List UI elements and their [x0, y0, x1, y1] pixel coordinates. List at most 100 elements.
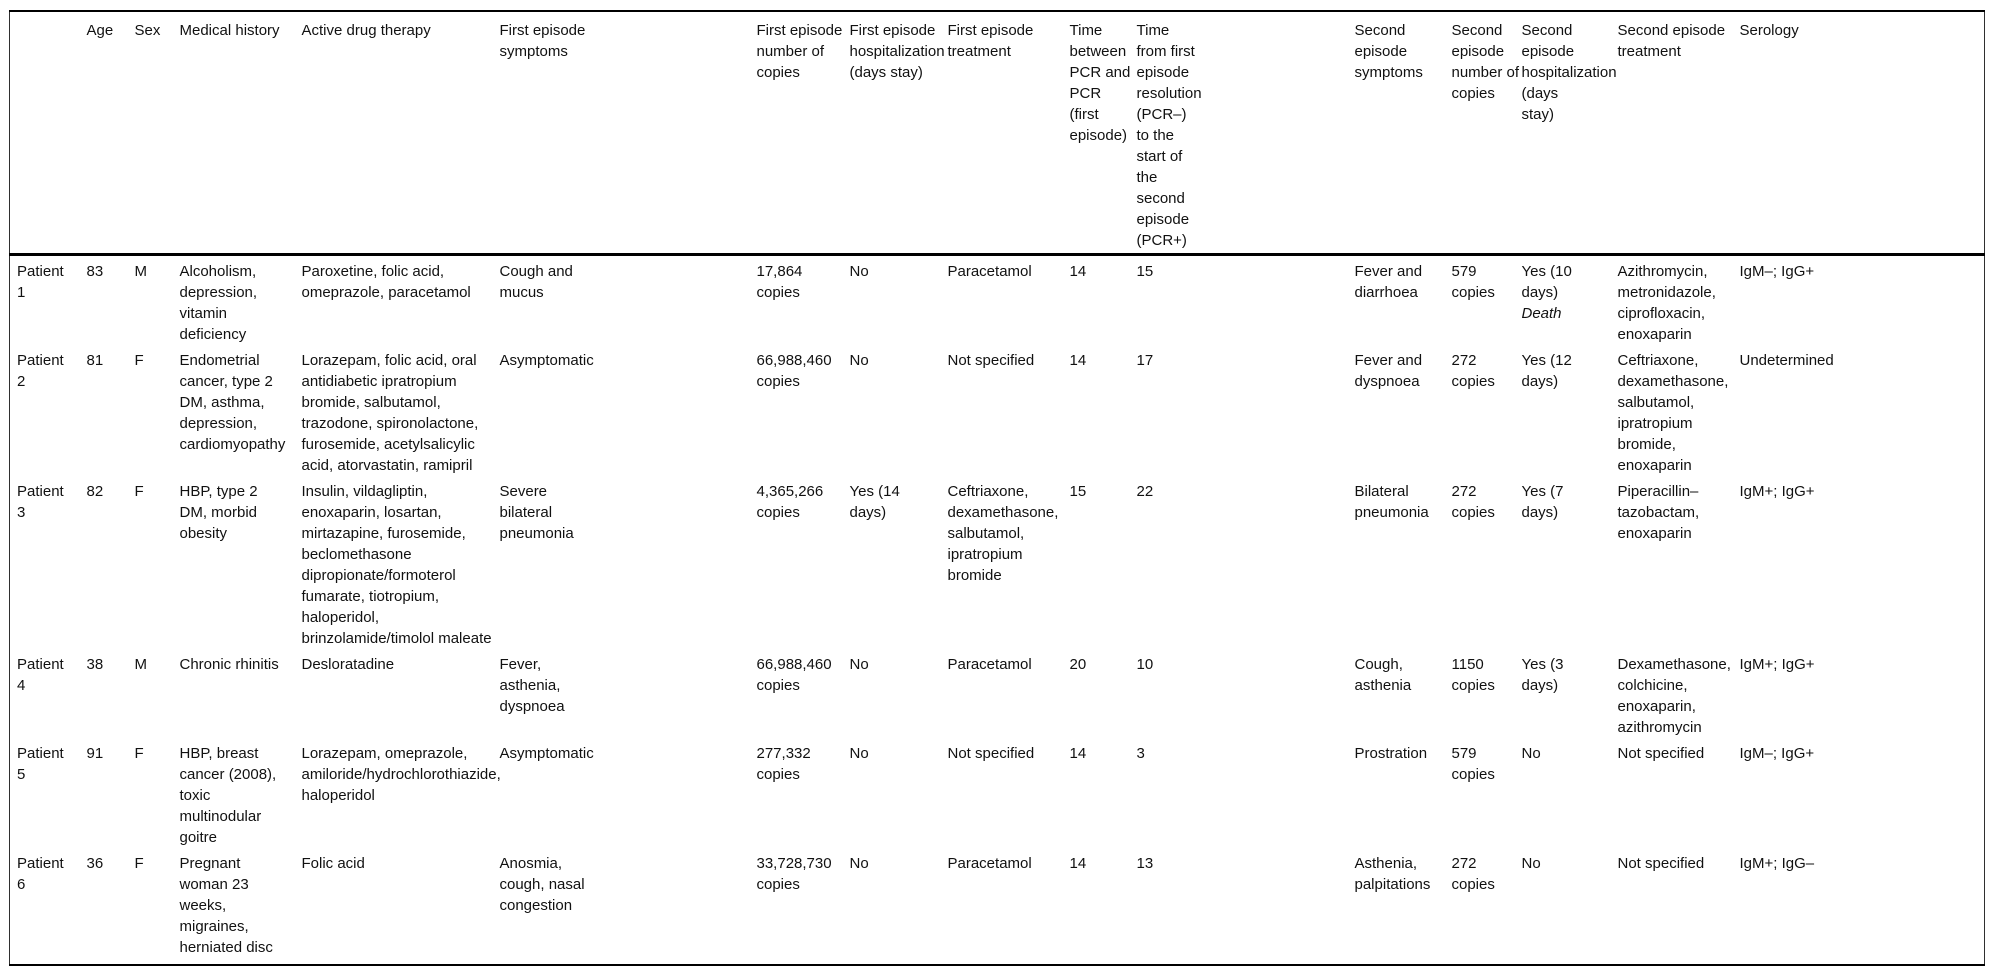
cell-text: 277,332 copies	[756, 745, 811, 783]
cell-text: No	[849, 745, 869, 762]
table-row: Patient 6 36 F Pregnant woman 23 weeks, mig…	[10, 848, 1985, 965]
cell-text: Severe bilateral pneumonia	[499, 483, 574, 542]
cell-first_copies: 33,728,730 copies	[757, 848, 850, 965]
cell-text: Not specified	[1617, 745, 1705, 762]
cell-text: Cough and mucus	[499, 263, 573, 301]
table-row: Patient 3 82 F HBP, type 2 DM, morbid obesi…	[10, 476, 1985, 649]
cell-text: Patient 3	[17, 483, 64, 521]
cell-text: 83	[86, 263, 104, 280]
cell-text: Lorazepam, folic acid, oral antidiabetic…	[301, 352, 479, 474]
cell-second_hospitalization: Yes (10 days) Death	[1522, 255, 1618, 346]
cell-second_treatment: Ceftriaxone, dexamethasone, salbutamol, …	[1618, 345, 1740, 476]
cell-text: IgM+; IgG–	[1739, 855, 1815, 872]
cell-text: Paracetamol	[947, 855, 1032, 872]
cell-text: HBP, breast cancer (2008), toxic multino…	[179, 745, 277, 846]
cell-drug_therapy: Insulin, vildagliptin, enoxaparin, losar…	[302, 476, 500, 649]
cell-time_between_pcr: 14	[1070, 255, 1137, 346]
cell-second_hospitalization: Yes (7 days)	[1522, 476, 1618, 649]
cell-text: IgM+; IgG+	[1739, 656, 1815, 673]
patients-table: Age Sex Medical history Active drug therapy…	[9, 10, 1985, 966]
cell-text: Paroxetine, folic acid, omeprazole, para…	[301, 263, 471, 301]
cell-first_symptoms: Asymptomatic	[500, 738, 757, 848]
cell-text: F	[134, 483, 144, 500]
cell-text: 15	[1136, 263, 1154, 280]
cell-second_symptoms: Fever and diarrhoea	[1355, 255, 1452, 346]
cell-text: Patient 4	[17, 656, 64, 694]
column-header-sex: Sex	[134, 11, 180, 256]
cell-second_symptoms: Bilateral pneumonia	[1355, 476, 1452, 649]
cell-text: Yes (7 days)	[1521, 483, 1564, 521]
cell-text: F	[134, 855, 144, 872]
cell-text: 10	[1136, 656, 1154, 673]
cell-first_copies: 66,988,460 copies	[757, 345, 850, 476]
cell-text: Undetermined	[1739, 352, 1834, 369]
cell-text: Pregnant woman 23 weeks, migraines, hern…	[179, 855, 273, 956]
cell-second_copies: 272 copies	[1452, 345, 1522, 476]
cell-sex: F	[135, 345, 180, 476]
cell-sex: F	[135, 848, 180, 965]
cell-text: IgM–; IgG+	[1739, 745, 1815, 762]
column-header-serology: Serology	[1739, 11, 1985, 256]
cell-time_resolution_to_second: 13	[1137, 848, 1355, 965]
cell-time_resolution_to_second: 15	[1137, 255, 1355, 346]
cell-text: Dexamethasone, colchicine, enoxaparin, a…	[1617, 656, 1731, 736]
cell-text: Asymptomatic	[499, 745, 594, 762]
cell-second_copies: 272 copies	[1452, 476, 1522, 649]
column-header-second_symptoms: Second episode symptoms	[1354, 11, 1452, 256]
cell-text: 272 copies	[1451, 483, 1495, 521]
cell-text: Folic acid	[301, 855, 365, 872]
cell-second_copies: 272 copies	[1452, 848, 1522, 965]
cell-time_between_pcr: 14	[1070, 345, 1137, 476]
cell-medical_history: Alcoholism, depression, vitamin deficien…	[180, 255, 302, 346]
cell-text: Paracetamol	[947, 656, 1032, 673]
cell-age: 38	[87, 649, 135, 738]
cell-patient: Patient 2	[10, 345, 87, 476]
death-note: Death	[1521, 305, 1562, 322]
table-row: Patient 5 91 F HBP, breast cancer (2008), t…	[10, 738, 1985, 848]
cell-text: No	[849, 656, 869, 673]
cell-text: 14	[1069, 745, 1087, 762]
cell-drug_therapy: Lorazepam, omeprazole, amiloride/hydroch…	[302, 738, 501, 848]
cell-text: Fever and diarrhoea	[1354, 263, 1423, 301]
column-header-first_hospitalization: First episode hospitalization (days stay…	[849, 11, 948, 256]
cell-text: M	[134, 263, 148, 280]
cell-text: Ceftriaxone, dexamethasone, salbutamol, …	[1617, 352, 1729, 474]
cell-time_resolution_to_second: 22	[1137, 476, 1355, 649]
cell-text: 17	[1136, 352, 1154, 369]
cell-time_between_pcr: 20	[1070, 649, 1137, 738]
cell-text: 1150 copies	[1451, 656, 1495, 694]
cell-first_hospitalization: No	[850, 848, 948, 965]
cell-medical_history: Chronic rhinitis	[180, 649, 302, 738]
cell-text: F	[134, 352, 144, 369]
cell-text: Azithromycin, metronidazole, ciprofloxac…	[1617, 263, 1716, 343]
cell-text: 81	[86, 352, 104, 369]
cell-second_symptoms: Cough, asthenia	[1355, 649, 1452, 738]
cell-first_copies: 277,332 copies	[757, 738, 850, 848]
cell-first_treatment: Ceftriaxone, dexamethasone, salbutamol, …	[948, 476, 1070, 649]
cell-age: 81	[87, 345, 135, 476]
cell-time_resolution_to_second: 3	[1137, 738, 1355, 848]
cell-first_symptoms: Asymptomatic	[500, 345, 757, 476]
cell-text: Yes (14 days)	[849, 483, 900, 521]
cell-medical_history: HBP, type 2 DM, morbid obesity	[180, 476, 302, 649]
cell-text: 13	[1136, 855, 1154, 872]
cell-first_treatment: Paracetamol	[948, 649, 1070, 738]
cell-second_symptoms: Fever and dyspnoea	[1355, 345, 1452, 476]
cell-age: 83	[87, 255, 135, 346]
cell-first_symptoms: Anosmia, cough, nasal congestion	[500, 848, 757, 965]
cell-text: Not specified	[1617, 855, 1705, 872]
cell-first_copies: 66,988,460 copies	[757, 649, 850, 738]
column-header-second_hospitalization: Second episode hospitalization (days sta…	[1521, 11, 1618, 256]
cell-text: Patient 5	[17, 745, 64, 783]
cell-text: Fever and dyspnoea	[1354, 352, 1423, 390]
cell-time_resolution_to_second: 17	[1137, 345, 1355, 476]
cell-second_treatment: Azithromycin, metronidazole, ciprofloxac…	[1618, 255, 1740, 346]
cell-first_copies: 4,365,266 copies	[757, 476, 850, 649]
cell-text: Patient 2	[17, 352, 64, 390]
cell-second_copies: 1150 copies	[1452, 649, 1522, 738]
cell-sex: F	[135, 476, 180, 649]
cell-text: Patient 6	[17, 855, 64, 893]
cell-text: 14	[1069, 263, 1087, 280]
cell-text: Not specified	[947, 352, 1035, 369]
cell-first_symptoms: Cough and mucus	[500, 255, 757, 346]
